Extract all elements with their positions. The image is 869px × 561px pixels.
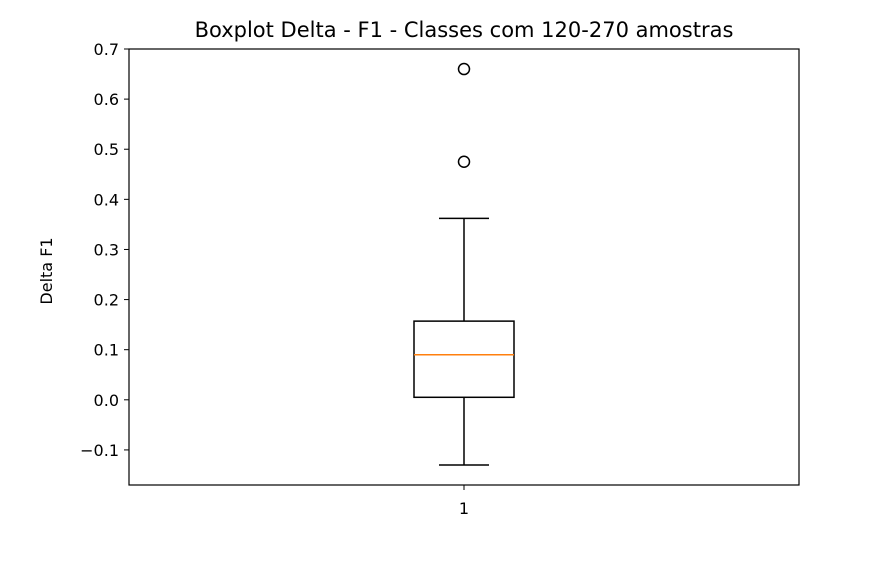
y-axis-label: Delta F1 [37, 237, 56, 304]
y-tick-label: 0.4 [94, 190, 119, 209]
y-tick-label: 0.5 [94, 140, 119, 159]
y-tick-label: 0.2 [94, 291, 119, 310]
iqr-box [413, 320, 515, 399]
plot-layer: −0.1 0.0 0.1 0.2 0.3 0.4 0.5 0.6 0.7 1 [80, 40, 515, 518]
outlier-point [457, 62, 471, 76]
y-tick-label: 0.0 [94, 391, 119, 410]
y-tick-label: 0.6 [94, 90, 119, 109]
y-tick-label: 0.7 [94, 40, 119, 59]
x-tick-label: 1 [459, 499, 469, 518]
chart-title: Boxplot Delta - F1 - Classes com 120-270… [195, 18, 734, 42]
y-tick-label: −0.1 [80, 441, 119, 460]
outlier-point [457, 155, 471, 169]
y-tick-label: 0.1 [94, 341, 119, 360]
y-tick-label: 0.3 [94, 240, 119, 259]
plot-frame [128, 48, 800, 486]
